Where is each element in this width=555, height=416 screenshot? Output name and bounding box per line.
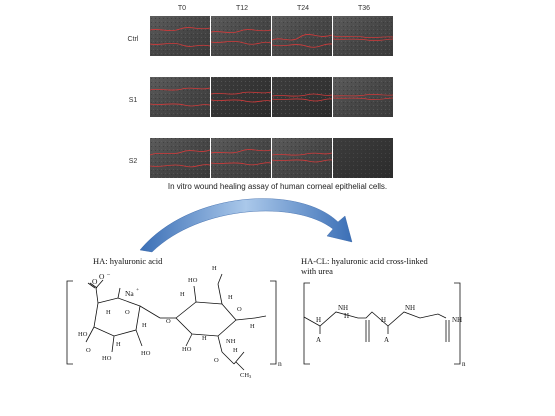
hacl-label-a2: A <box>384 336 389 344</box>
ha-label-h5: H <box>212 265 217 272</box>
arrow-body <box>139 198 353 253</box>
ha-left-bracket <box>66 280 73 365</box>
hacl-title-line2: with urea <box>301 266 333 276</box>
column-label-t36: T36 <box>357 5 371 12</box>
hacl-label-nh2: NH <box>405 304 415 312</box>
ha-label-minus: – <box>106 272 111 278</box>
ha-label-h7: H <box>250 323 255 330</box>
column-label-t12: T12 <box>235 5 249 12</box>
ha-label-n: n <box>278 359 282 368</box>
row-s1-images <box>149 77 394 117</box>
ha-label-o1: O <box>92 277 98 286</box>
row-s2-images <box>149 138 393 178</box>
hacl-label-nh3: NH <box>452 316 462 324</box>
ha-label-o-minus: O <box>99 272 105 281</box>
hacl-left-bracket <box>303 282 310 365</box>
hacl-label-h3: H <box>316 316 321 324</box>
row-label-ctrl: Ctrl <box>127 36 139 43</box>
hacl-right-bracket <box>454 282 461 365</box>
hacl-label-h1: H <box>344 312 349 320</box>
ha-label-na: Na <box>125 289 134 298</box>
assay-caption: In vitro wound healing assay of human co… <box>167 182 388 191</box>
ha-label-h6: H <box>228 294 233 301</box>
ha-label-oh1: HO <box>78 331 88 338</box>
hacl-label-h2: H <box>381 316 386 324</box>
hacl-label-nh1: NH <box>338 304 348 312</box>
hacl-title-line1: HA-CL: hyaluronic acid cross-linked <box>301 256 428 266</box>
ha-label-h9: H <box>233 347 238 354</box>
hacl-label-n: n <box>462 360 466 368</box>
ha-label-h3: H <box>142 322 147 329</box>
ha-label-ho3: HO <box>102 355 112 362</box>
ha-label-h4: H <box>180 291 185 298</box>
ha-label-hn: NH <box>226 338 236 345</box>
row-label-s2: S2 <box>128 158 138 165</box>
column-label-t0: T0 <box>177 5 187 12</box>
row-ctrl-images <box>149 16 394 56</box>
ha-label-o4: O <box>237 306 242 313</box>
ha-title: HA: hyaluronic acid <box>93 256 163 266</box>
ha-label-ho2: O <box>86 347 91 354</box>
column-label-t24: T24 <box>296 5 310 12</box>
ha-right-bracket <box>270 280 277 365</box>
ha-label-o5: O <box>214 357 219 364</box>
ha-label-h2: H <box>116 341 121 348</box>
ha-label-ch3: CH3 <box>240 372 252 379</box>
ha-label-o2: O <box>125 309 130 316</box>
ha-label-ho5: HO <box>182 346 192 353</box>
ha-label-h1: H <box>106 309 111 316</box>
ha-label-oh2: HO <box>141 350 151 357</box>
ha-label-h8: H <box>202 335 207 342</box>
hacl-label-a1: A <box>316 336 321 344</box>
ha-label-na-charge: + <box>136 287 139 293</box>
ha-label-ho4: HO <box>188 277 198 284</box>
ha-label-o3: O <box>166 318 171 325</box>
row-label-s1: S1 <box>128 97 138 104</box>
